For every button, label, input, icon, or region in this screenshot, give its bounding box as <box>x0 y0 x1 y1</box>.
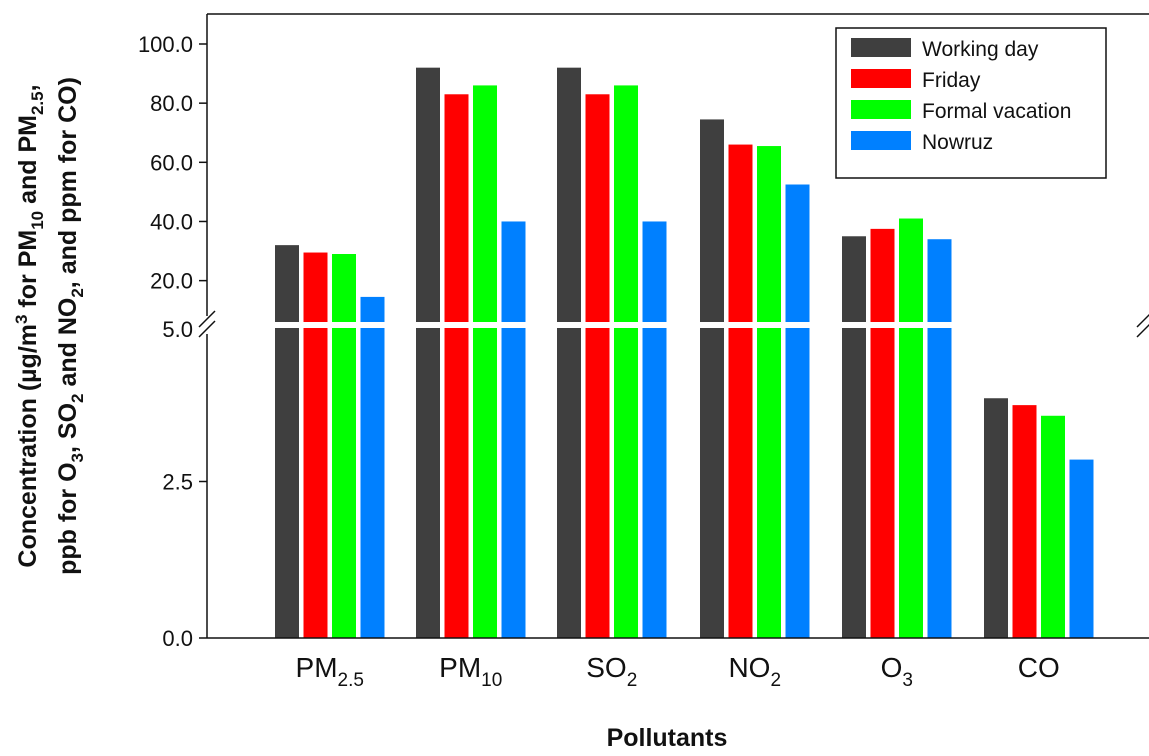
y-axis-title: Concentration (µg/m3 for PM10 and PM2.5,… <box>12 77 87 575</box>
bar-formal-vacation-5 <box>1041 415 1065 638</box>
x-category-label: PM2.5 <box>296 652 364 691</box>
bar-friday-0 <box>303 252 328 638</box>
axis-break-mark-2 <box>198 320 216 338</box>
bars-layer <box>275 67 1094 639</box>
bar-working-day-4 <box>842 236 866 638</box>
bar-nowruz-2 <box>642 221 667 638</box>
y-axis-ticks: 100.0 80.0 60.0 40.0 20.0 5.0 2.5 0.0 <box>138 32 207 651</box>
legend-swatch <box>851 100 911 119</box>
x-category-label: PM10 <box>439 652 502 691</box>
axis-break-band <box>208 322 1148 328</box>
legend-label: Nowruz <box>922 131 993 154</box>
y-tick-label: 100.0 <box>138 32 193 57</box>
x-axis-categories: PM2.5 PM10 SO2 NO2 O3 CO <box>296 652 1060 691</box>
bar-nowruz-3 <box>785 184 810 638</box>
x-category-label: NO2 <box>728 652 781 691</box>
axis-break-mark-right-1 <box>1136 313 1149 328</box>
y-tick-label: 20.0 <box>150 269 193 294</box>
y-axis-title-line: ppb for O3, SO2 and NO2, and ppm for CO) <box>54 77 87 575</box>
legend-label: Formal vacation <box>922 100 1071 123</box>
bar-friday-1 <box>444 94 469 639</box>
bar-nowruz-5 <box>1069 459 1094 638</box>
bar-formal-vacation-3 <box>757 146 781 638</box>
bar-working-day-1 <box>416 67 440 639</box>
bar-nowruz-0 <box>360 296 385 638</box>
axis-break-mark-right-2 <box>1136 323 1149 338</box>
bar-working-day-5 <box>984 398 1008 638</box>
bar-formal-vacation-4 <box>899 218 923 638</box>
legend-swatch <box>851 131 911 150</box>
bar-working-day-3 <box>700 119 724 638</box>
bar-formal-vacation-1 <box>473 85 497 639</box>
legend-swatch <box>851 69 911 88</box>
bar-friday-2 <box>585 94 610 639</box>
x-category-label: CO <box>1018 652 1060 683</box>
axis-break-mark-1 <box>198 310 216 328</box>
legend-label: Friday <box>922 69 981 92</box>
legend-swatch <box>851 38 911 57</box>
y-tick-label: 2.5 <box>162 470 193 495</box>
y-tick-label: 60.0 <box>150 150 193 175</box>
bar-working-day-2 <box>557 67 581 639</box>
bar-friday-5 <box>1012 405 1037 638</box>
y-tick-label: 0.0 <box>162 626 193 651</box>
bar-formal-vacation-0 <box>332 254 356 638</box>
bar-nowruz-4 <box>927 239 952 638</box>
axes-frame <box>198 13 1149 639</box>
x-category-label: SO2 <box>586 652 637 691</box>
bar-nowruz-1 <box>501 221 526 638</box>
x-category-label: O3 <box>881 652 913 691</box>
y-tick-label: 5.0 <box>162 317 193 342</box>
legend: Working day Friday Formal vacation Nowruz <box>835 27 1107 179</box>
y-tick-label: 80.0 <box>150 91 193 116</box>
y-tick-label: 40.0 <box>150 209 193 234</box>
x-axis-title: Pollutants <box>607 724 728 751</box>
y-axis-title-line: Concentration (µg/m3 for PM10 and PM2.5, <box>12 84 47 567</box>
bar-formal-vacation-2 <box>614 85 638 639</box>
legend-label: Working day <box>922 38 1039 61</box>
bar-friday-3 <box>728 144 753 638</box>
bar-friday-4 <box>870 228 895 639</box>
bar-working-day-0 <box>275 245 299 638</box>
